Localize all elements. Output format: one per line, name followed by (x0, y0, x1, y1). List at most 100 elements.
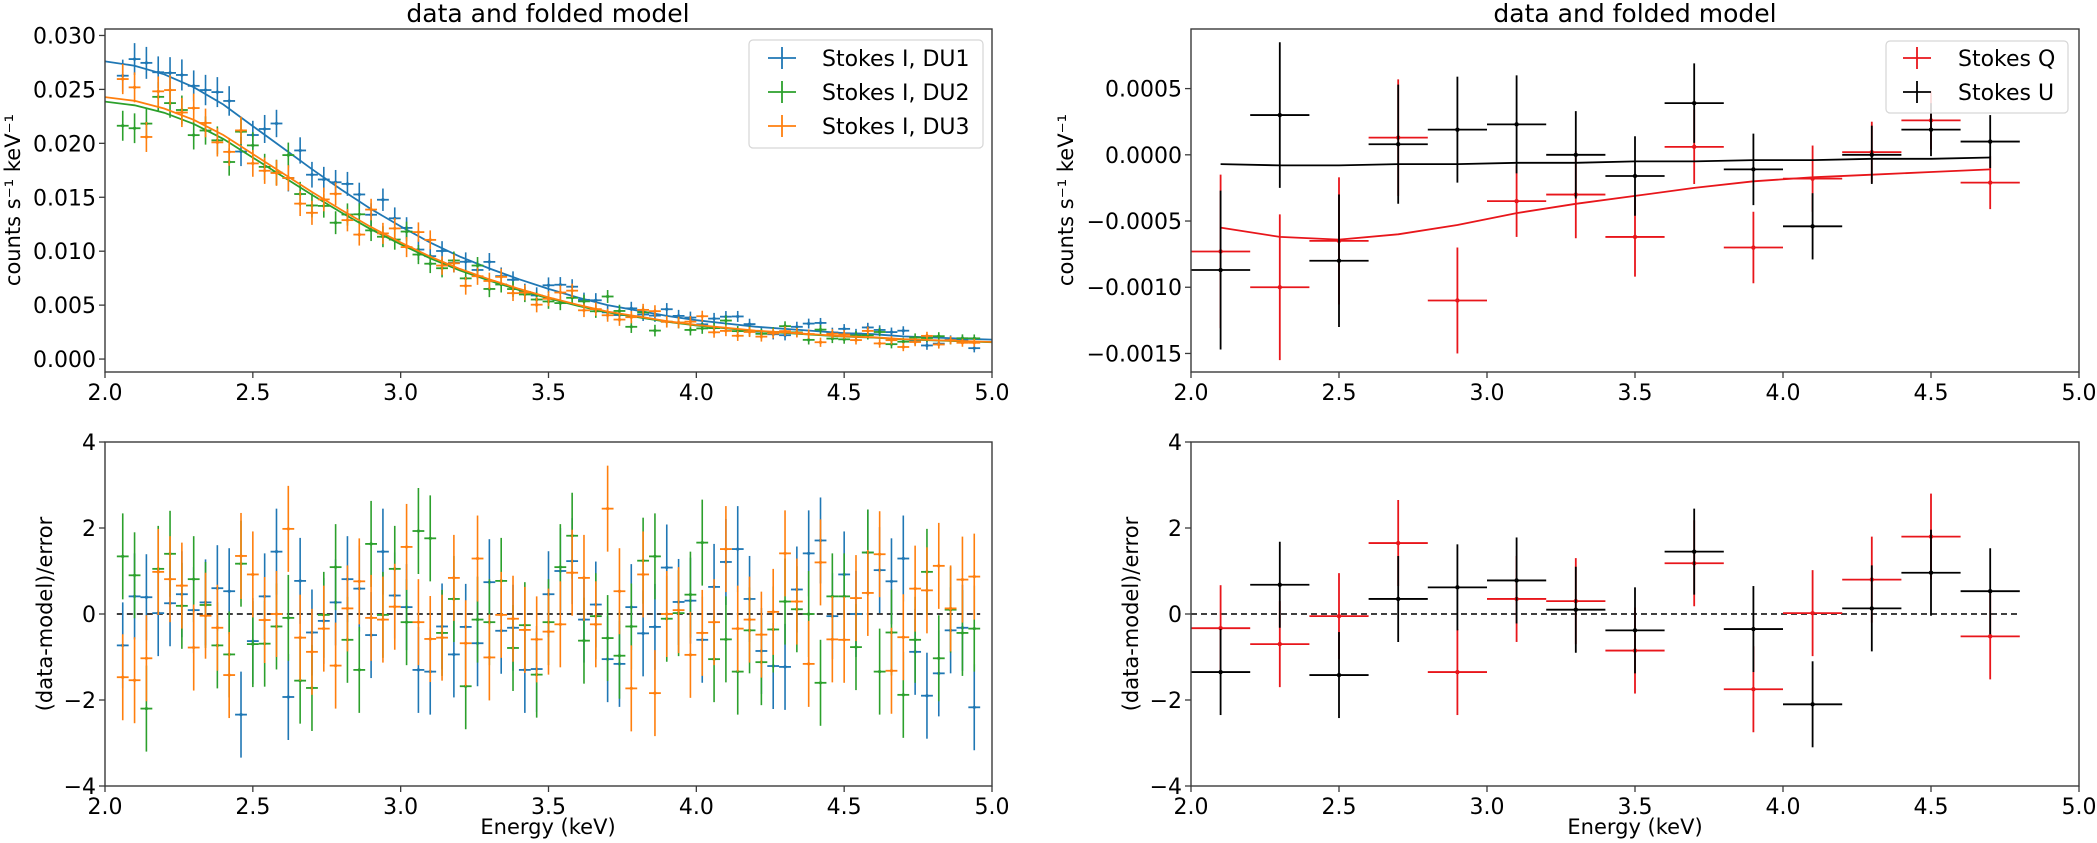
data-point (121, 77, 125, 81)
data-point (700, 631, 704, 635)
data-point (937, 342, 941, 347)
data-point (582, 308, 586, 312)
x-tick-label: 3.5 (1618, 795, 1653, 820)
data-point (132, 573, 137, 577)
data-point (334, 565, 338, 569)
data-point (180, 110, 184, 115)
data-point (972, 705, 976, 709)
data-point (558, 290, 562, 295)
data-point (1751, 245, 1756, 250)
data-point (357, 668, 361, 672)
legend-label-stokes-q: Stokes Q (1958, 47, 2055, 72)
y-tick-label: 4 (82, 431, 96, 456)
y-tick-label: −0.0015 (1087, 342, 1182, 367)
y-tick-label: −0.0005 (1087, 210, 1182, 235)
data-point (404, 620, 409, 624)
data-point (369, 207, 373, 212)
data-point (653, 328, 657, 333)
data-point (334, 192, 338, 196)
data-point (381, 617, 385, 622)
data-point (949, 606, 953, 611)
x-tick-label: 3.0 (1470, 795, 1505, 820)
data-point (688, 593, 693, 597)
data-point (913, 638, 917, 642)
data-point (960, 578, 965, 582)
y-tick-label: 0 (82, 603, 96, 628)
data-point (192, 577, 196, 581)
data-point (795, 599, 799, 604)
data-point (298, 148, 302, 153)
legend-box (748, 39, 984, 149)
data-point (653, 554, 657, 558)
x-tick-label: 5.0 (2062, 795, 2097, 820)
data-point (464, 284, 468, 288)
data-point (842, 332, 846, 337)
data-point (121, 554, 125, 558)
data-point (747, 322, 752, 326)
data-point (700, 314, 704, 318)
data-point (712, 620, 716, 624)
data-point (416, 529, 421, 533)
data-point (641, 572, 645, 577)
data-point (724, 547, 728, 551)
data-point (168, 577, 172, 581)
data-point (925, 694, 929, 698)
x-tick-label: 3.0 (1470, 381, 1505, 406)
x-tick-label: 3.5 (1618, 381, 1653, 406)
data-point (132, 57, 137, 61)
data-point (381, 550, 385, 554)
data-point (736, 334, 740, 338)
x-tick-label: 5.0 (975, 795, 1010, 820)
data-point (487, 260, 491, 264)
data-point (960, 631, 965, 635)
data-point (1692, 144, 1697, 150)
data-point (132, 678, 137, 682)
data-point (263, 618, 267, 622)
top-right-ylabel: counts s⁻¹ keV⁻¹ (1054, 114, 1078, 286)
top-left-legend: Stokes I, DU1 Stokes I, DU2 Stokes I, DU… (748, 39, 984, 149)
data-point (144, 135, 148, 139)
y-tick-label: 0.005 (33, 294, 96, 319)
x-tick-label: 3.5 (531, 795, 566, 820)
data-point (1869, 606, 1875, 611)
data-point (736, 314, 740, 319)
data-point (251, 572, 255, 577)
x-tick-label: 3.0 (383, 381, 418, 406)
data-point (842, 638, 846, 642)
bottom-right-xlabel: Energy (keV) (1567, 815, 1702, 839)
legend-label-du3: Stokes I, DU3 (822, 115, 970, 140)
data-point (653, 625, 657, 629)
data-point (712, 330, 716, 334)
data-point (227, 150, 231, 154)
data-point (1751, 167, 1756, 172)
data-point (676, 608, 681, 612)
data-point (180, 73, 184, 77)
y-tick-label: 0 (1168, 603, 1182, 628)
data-point (972, 627, 976, 631)
y-tick-label: 0.0000 (1105, 144, 1182, 169)
data-point (1277, 285, 1283, 290)
data-point (274, 171, 279, 175)
data-point (511, 291, 515, 295)
data-point (854, 596, 858, 600)
series-1 (1191, 508, 2020, 748)
top-right-panel: 2.0 2.5 3.0 3.5 4.0 4.5 5.0 −0.0015 −0.0010 −0.00… (1087, 28, 2097, 406)
x-tick-label: 4.0 (679, 381, 714, 406)
data-point (688, 653, 693, 657)
bottom-right-panel: 2.0 2.5 3.0 3.5 4.0 4.5 5.0 −4 −2 0 2 4 (1150, 431, 2097, 820)
data-point (688, 320, 693, 324)
data-point (1396, 596, 1401, 602)
data-point (854, 338, 858, 342)
data-point (1514, 578, 1519, 583)
top-left-title: data and folded model (406, 0, 689, 28)
model-line (1220, 168, 1991, 241)
data-point (866, 329, 870, 333)
series-0 (1191, 493, 2020, 733)
data-point (215, 140, 219, 144)
data-point (960, 341, 965, 345)
data-point (144, 61, 148, 65)
data-point (286, 695, 290, 699)
y-tick-label: 2 (82, 517, 96, 542)
data-point (428, 238, 432, 242)
